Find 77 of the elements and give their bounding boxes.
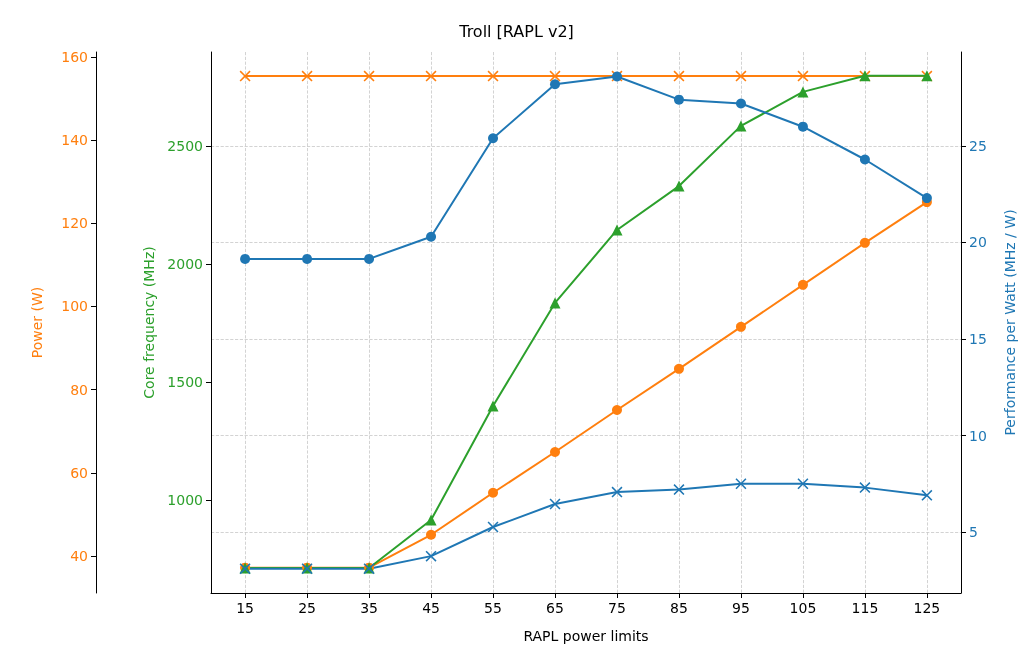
point [735,478,747,490]
point [425,70,437,82]
point [487,70,499,82]
y2-tick-label: 20 [969,234,987,251]
point [921,193,932,204]
x-tick-label: 85 [670,600,688,616]
point [426,231,437,242]
point [364,253,375,264]
y3-tick-label: 140 [61,132,88,149]
x-axis-title: RAPL power limits [523,628,649,644]
y3-tick-label: 120 [61,215,88,232]
x-tick-label: 75 [608,600,626,616]
point [487,521,499,533]
y3-tick-label: 40 [70,547,88,564]
point [240,253,251,264]
point [239,70,251,82]
y2-tick-label: 25 [969,137,987,154]
point [550,79,561,90]
y-tick-label: 2000 [167,255,203,272]
point [425,550,437,562]
point [611,224,623,236]
x-tick-label: 35 [360,600,378,616]
point [797,279,808,290]
y2-tick-label: 15 [969,331,987,347]
y-axis-title: Core frequency (MHz) [141,246,158,399]
chart-title: Troll [RAPL v2] [458,21,574,41]
point [488,487,499,498]
y3-tick-label: 60 [70,464,88,481]
y-tick-label: 1000 [167,492,203,508]
point [301,70,313,82]
point [735,70,747,82]
x-tick-label: 125 [913,600,941,616]
point [611,486,623,498]
point [426,529,437,540]
point [363,70,375,82]
x-tick-label: 25 [298,600,316,616]
point [549,297,561,309]
x-tick-label: 55 [484,600,502,616]
point [488,133,499,144]
x-tick-label: 15 [236,600,254,616]
y2-axis-title: Performance per Watt (MHz / W) [1002,209,1018,436]
point [549,498,561,510]
point [612,405,622,416]
point [797,121,808,132]
point [425,514,437,526]
point [673,70,685,82]
point [487,400,499,412]
point [673,94,684,105]
point [673,484,685,496]
point [859,237,870,248]
point [797,70,809,82]
x-tick-label: 105 [789,600,817,616]
point [859,154,870,165]
point [859,482,871,494]
point [550,447,561,458]
point [735,321,746,332]
x-tick-label: 95 [732,600,750,616]
point [735,98,746,109]
y-tick-label: 1500 [167,373,203,390]
point [673,363,684,374]
point [735,120,747,132]
point [302,253,313,264]
point [549,70,561,82]
y3-tick-label: 80 [70,381,88,398]
y3-tick-label: 160 [61,48,88,65]
y3-axis-title: Power (W) [29,286,45,359]
y2-tick-label: 5 [969,524,978,541]
y3-tick-label: 100 [61,298,88,315]
x-tick-label: 65 [546,600,564,616]
y-tick-label: 2500 [167,137,203,154]
point [673,180,685,192]
point [797,478,809,490]
y2-tick-label: 10 [969,427,987,444]
point [797,86,809,98]
point [921,489,933,501]
x-tick-label: 115 [851,600,879,616]
x-tick-label: 45 [422,600,440,616]
